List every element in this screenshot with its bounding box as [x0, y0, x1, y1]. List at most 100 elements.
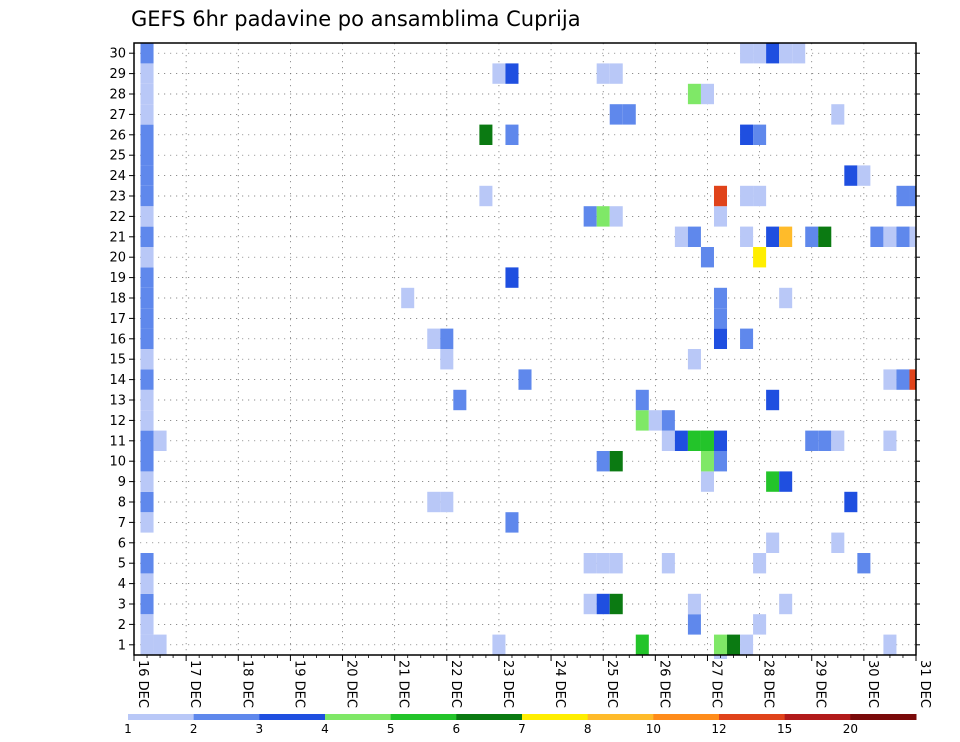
- colorbar-swatch: [193, 714, 260, 720]
- heatmap-cell: [492, 63, 506, 84]
- colorbar-swatch: [784, 714, 851, 720]
- heatmap-cell: [505, 124, 519, 145]
- y-tick-label: 18: [109, 292, 126, 307]
- y-tick-label: 15: [109, 353, 126, 368]
- y-tick-label: 29: [109, 67, 126, 82]
- heatmap-cell: [596, 63, 610, 84]
- heatmap-cell: [140, 369, 154, 390]
- heatmap-cell: [140, 308, 154, 329]
- heatmap-cell: [140, 593, 154, 615]
- heatmap-cell: [140, 124, 154, 145]
- heatmap-cell: [700, 451, 714, 472]
- colorbar-swatch: [653, 714, 720, 720]
- colorbar-label: 15: [777, 722, 792, 736]
- heatmap-cell: [140, 512, 154, 533]
- heatmap-cell: [844, 491, 858, 513]
- heatmap-cell: [818, 430, 832, 451]
- y-tick-label: 16: [109, 332, 126, 347]
- x-tick-label: 21 DEC: [396, 660, 411, 708]
- heatmap-cell: [648, 410, 662, 431]
- heatmap-cell: [857, 553, 871, 574]
- heatmap-cell: [831, 430, 845, 451]
- heatmap-cell: [909, 369, 916, 390]
- colorbar-label: 4: [321, 722, 329, 736]
- heatmap-cell: [870, 226, 884, 247]
- y-tick-label: 14: [109, 373, 126, 388]
- heatmap-cell: [713, 634, 728, 655]
- heatmap-cells: [140, 43, 916, 659]
- heatmap-cell: [740, 185, 754, 207]
- heatmap-cell: [479, 185, 493, 207]
- heatmap-cell: [753, 247, 767, 268]
- grid-lines: [134, 43, 916, 655]
- heatmap-cell: [674, 226, 688, 247]
- heatmap-cell: [700, 430, 714, 451]
- y-tick-label: 21: [109, 230, 126, 245]
- chart-title: GEFS 6hr padavine po ansamblima Cuprija: [131, 7, 581, 31]
- heatmap-cell: [596, 206, 610, 227]
- heatmap-cell: [140, 410, 154, 431]
- heatmap-cell: [140, 165, 154, 186]
- heatmap-cell: [427, 328, 441, 349]
- heatmap-cell: [674, 430, 688, 451]
- x-tick-label: 26 DEC: [656, 660, 671, 708]
- heatmap-cell: [583, 593, 597, 615]
- heatmap-cell: [140, 349, 154, 370]
- heatmap-cell: [153, 430, 167, 451]
- x-tick-label: 29 DEC: [813, 660, 828, 708]
- heatmap-cell: [740, 124, 754, 145]
- x-tick-label: 22 DEC: [448, 660, 463, 708]
- heatmap-cell: [779, 43, 793, 64]
- heatmap-cell: [609, 206, 623, 227]
- colorbar-label: 6: [453, 722, 461, 736]
- y-tick-label: 28: [109, 88, 126, 103]
- y-tick-label: 30: [109, 47, 126, 62]
- y-tick-label: 23: [109, 190, 126, 205]
- heatmap-cell: [140, 83, 154, 105]
- heatmap-cell: [909, 226, 916, 247]
- colorbar-swatch: [522, 714, 589, 720]
- heatmap-cell: [713, 451, 728, 472]
- heatmap-cell: [140, 614, 154, 635]
- heatmap-cell: [766, 532, 780, 553]
- heatmap-cell: [713, 185, 728, 207]
- heatmap-cell: [583, 553, 597, 574]
- heatmap-cell: [779, 471, 793, 492]
- y-tick-label: 5: [118, 557, 126, 572]
- heatmap-cell: [140, 267, 154, 288]
- colorbar-swatch: [325, 714, 392, 720]
- heatmap-cell: [753, 553, 767, 574]
- heatmap-cell: [753, 185, 767, 207]
- y-tick-label: 27: [109, 108, 126, 123]
- heatmap-cell: [479, 124, 493, 145]
- heatmap-cell: [505, 267, 519, 288]
- heatmap-cell: [687, 226, 701, 247]
- heatmap-cell: [805, 226, 819, 247]
- heatmap-cell: [792, 43, 806, 64]
- heatmap-cell: [779, 287, 793, 309]
- y-tick-label: 2: [118, 618, 126, 633]
- y-tick-label: 19: [109, 271, 126, 286]
- heatmap-cell: [740, 226, 754, 247]
- heatmap-cell: [453, 389, 467, 411]
- heatmap-cell: [622, 104, 636, 125]
- heatmap-cell: [700, 247, 714, 268]
- heatmap-cell: [140, 145, 154, 166]
- x-tick-label: 25 DEC: [604, 660, 619, 708]
- heatmap-cell: [909, 185, 916, 207]
- colorbar-label: 12: [711, 722, 726, 736]
- heatmap-cell: [883, 369, 897, 390]
- heatmap-cell: [661, 553, 675, 574]
- heatmap-cell: [609, 104, 623, 125]
- heatmap-cell: [401, 287, 415, 309]
- colorbar-swatch: [719, 714, 786, 720]
- heatmap-cell: [635, 410, 649, 431]
- heatmap-cell: [440, 491, 454, 513]
- heatmap-cell: [505, 512, 519, 533]
- colorbar-swatch: [850, 714, 917, 720]
- y-tick-label: 9: [118, 475, 126, 490]
- colorbar-legend: 1 2 3 4 5 6 7 8 10 12 15 20: [124, 714, 917, 736]
- heatmap-cell: [609, 553, 623, 574]
- heatmap-cell: [753, 43, 767, 64]
- heatmap-cell: [583, 206, 597, 227]
